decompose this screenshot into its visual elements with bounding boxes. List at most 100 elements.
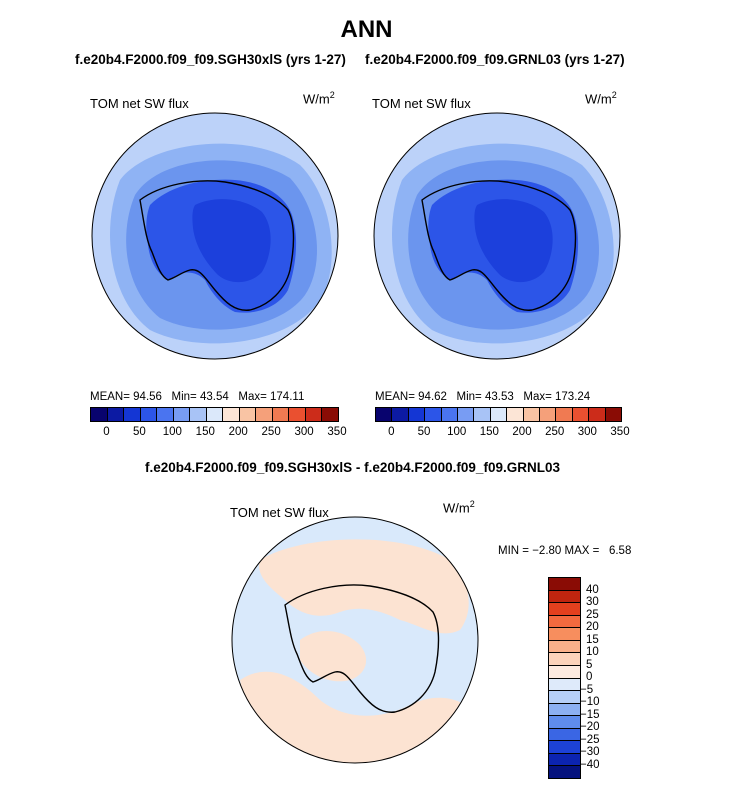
- diff-positive-region: [300, 630, 367, 682]
- colorbar-tick-label: −25: [580, 733, 600, 746]
- antarctica-coastline: [421, 180, 577, 311]
- colorbar-tick-label: 350: [610, 426, 630, 438]
- colorbar-swatch: [124, 408, 141, 421]
- colorbar-swatch: [441, 408, 459, 421]
- colorbar-tick-label: 0: [388, 426, 395, 438]
- polar-map-diff: [232, 517, 478, 763]
- colorbar-swatch: [507, 408, 524, 421]
- right-variable-label: TOM net SW flux: [372, 96, 471, 111]
- colorbar-swatch: [549, 628, 580, 641]
- colorbar-swatch: [549, 741, 580, 754]
- left-units-label: W/m2: [303, 90, 335, 107]
- left-variable-label: TOM net SW flux: [90, 96, 189, 111]
- colorbar-swatch: [556, 408, 573, 421]
- colorbar-tick-label: 10: [586, 646, 599, 658]
- colorbar-swatch: [572, 408, 590, 421]
- colorbar-tick-label: 250: [261, 426, 281, 438]
- diff-colorbar: [548, 577, 581, 779]
- left-colorbar-ticks: 0 50 100 150 200 250 300 350: [90, 426, 346, 442]
- colorbar-tick-label: 100: [447, 426, 467, 438]
- case-right-title: f.e20b4.F2000.f09_f09.GRNL03 (yrs 1-27): [365, 52, 625, 67]
- colorbar-swatch: [549, 653, 580, 666]
- diff-positive-region: [259, 539, 469, 634]
- left-colorbar: [90, 407, 339, 422]
- colorbar-tick-label: −5: [580, 683, 594, 696]
- antarctica-core: [474, 199, 553, 283]
- colorbar-swatch: [322, 408, 338, 421]
- diff-colorbar-ticks: 40 30 25 20 15 10 5 0 −5 −10 −15 −20 −25 −30 −40: [580, 577, 626, 777]
- colorbar-swatch: [549, 578, 580, 591]
- colorbar-tick-label: 0: [586, 671, 593, 683]
- right-colorbar-ticks: 0 50 100 150 200 250 300 350: [375, 426, 629, 442]
- colorbar-swatch: [540, 408, 557, 421]
- colorbar-swatch: [140, 408, 158, 421]
- diff-stats: MIN = −2.80 MAX = 6.58: [498, 545, 632, 557]
- diff-variable-label: TOM net SW flux: [230, 505, 329, 520]
- colorbar-swatch: [549, 615, 580, 629]
- colorbar-swatch: [408, 408, 426, 421]
- colorbar-swatch: [239, 408, 257, 421]
- colorbar-swatch: [549, 703, 580, 717]
- colorbar-swatch: [190, 408, 207, 421]
- left-stats: MEAN= 94.56 Min= 43.54 Max= 174.11: [90, 391, 305, 403]
- colorbar-tick-label: 100: [162, 426, 182, 438]
- colorbar-swatch: [605, 408, 622, 421]
- colorbar-swatch: [256, 408, 273, 421]
- colorbar-swatch: [549, 716, 580, 729]
- diff-title: f.e20b4.F2000.f09_f09.SGH30xlS - f.e20b4…: [145, 460, 560, 475]
- colorbar-tick-label: −20: [580, 721, 600, 733]
- antarctica-coastline: [139, 180, 295, 311]
- colorbar-tick-label: 0: [103, 426, 110, 438]
- colorbar-swatch: [549, 753, 580, 767]
- colorbar-tick-label: 50: [132, 426, 146, 438]
- colorbar-tick-label: 250: [545, 426, 565, 438]
- colorbar-swatch: [523, 408, 541, 421]
- left-map-border: [91, 112, 339, 360]
- right-colorbar: [375, 407, 622, 422]
- case-left-title: f.e20b4.F2000.f09_f09.SGH30xlS (yrs 1-27…: [75, 52, 346, 67]
- colorbar-swatch: [376, 408, 393, 421]
- colorbar-swatch: [107, 408, 125, 421]
- colorbar-swatch: [458, 408, 475, 421]
- figure-title: ANN: [340, 16, 393, 43]
- colorbar-swatch: [223, 408, 240, 421]
- colorbar-tick-label: −10: [580, 696, 600, 708]
- colorbar-swatch: [392, 408, 409, 421]
- colorbar-swatch: [289, 408, 306, 421]
- colorbar-tick-label: −15: [580, 708, 600, 721]
- colorbar-swatch: [549, 691, 580, 704]
- colorbar-tick-label: 350: [327, 426, 347, 438]
- colorbar-tick-label: 30: [586, 596, 599, 608]
- colorbar-swatch: [91, 408, 108, 421]
- colorbar-swatch: [157, 408, 174, 421]
- colorbar-swatch: [425, 408, 442, 421]
- colorbar-tick-label: 20: [586, 621, 599, 633]
- colorbar-swatch: [173, 408, 191, 421]
- colorbar-swatch: [474, 408, 491, 421]
- colorbar-swatch: [549, 678, 580, 692]
- colorbar-swatch: [549, 766, 580, 778]
- colorbar-swatch: [549, 590, 580, 604]
- colorbar-swatch: [549, 603, 580, 616]
- colorbar-swatch: [549, 665, 580, 679]
- polar-map-right: [374, 113, 620, 359]
- colorbar-tick-label: 40: [586, 583, 599, 596]
- diff-units-label: W/m2: [443, 499, 475, 516]
- antarctica-coastline: [284, 584, 440, 713]
- polar-map-left: [92, 113, 338, 359]
- antarctica-core: [192, 199, 271, 283]
- colorbar-tick-label: 300: [294, 426, 314, 438]
- right-units-label: W/m2: [585, 90, 617, 107]
- colorbar-tick-label: 150: [195, 426, 215, 438]
- colorbar-swatch: [272, 408, 290, 421]
- colorbar-swatch: [305, 408, 323, 421]
- colorbar-tick-label: 150: [479, 426, 499, 438]
- colorbar-tick-label: 200: [228, 426, 248, 438]
- right-map-border: [373, 112, 621, 360]
- colorbar-tick-label: −40: [580, 758, 600, 771]
- colorbar-tick-label: 25: [586, 608, 599, 621]
- colorbar-swatch: [549, 728, 580, 742]
- colorbar-swatch: [490, 408, 508, 421]
- colorbar-tick-label: 5: [586, 658, 593, 671]
